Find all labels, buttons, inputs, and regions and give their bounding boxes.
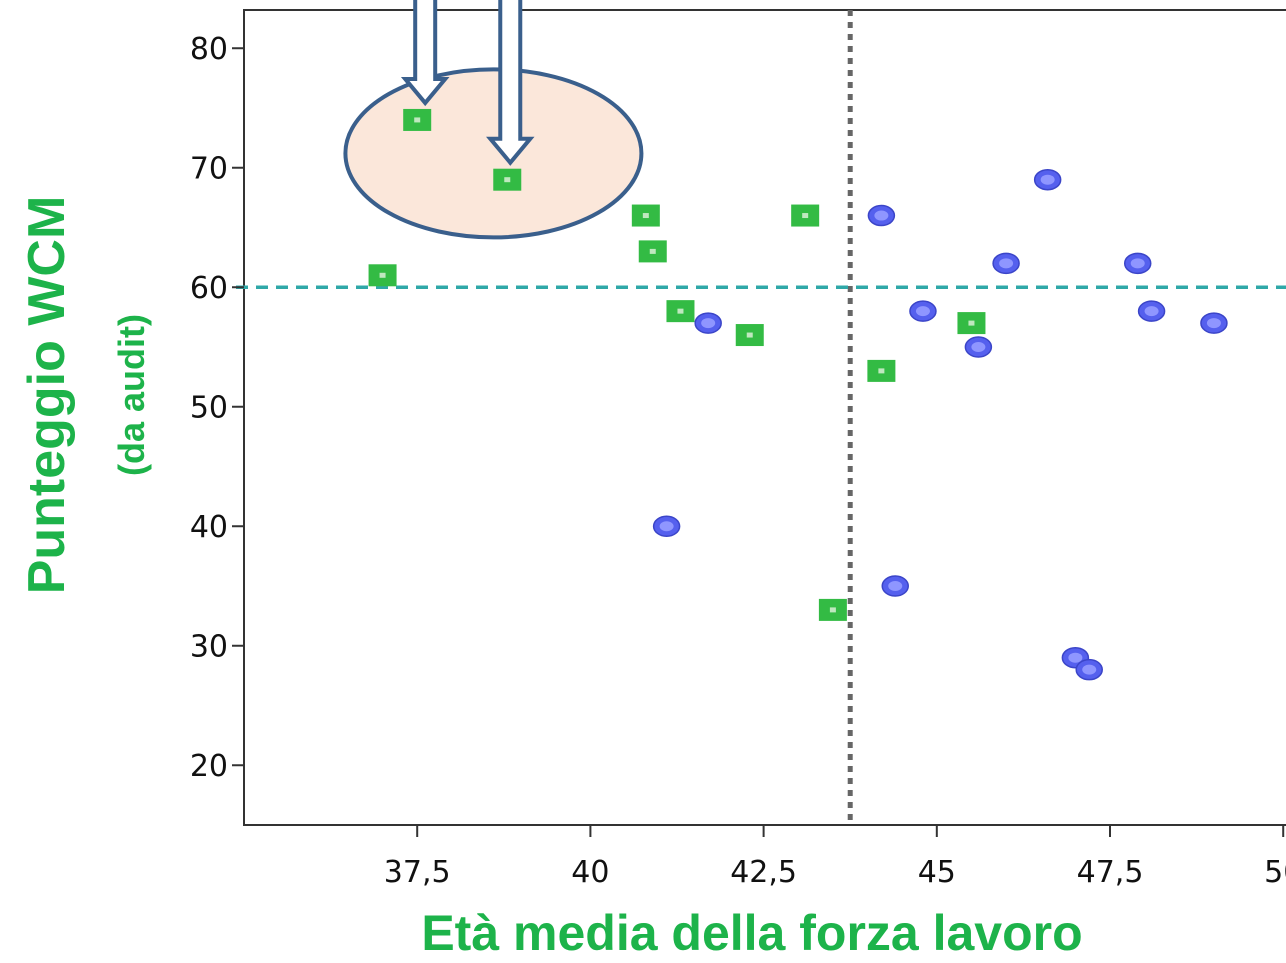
square-point-center — [677, 309, 683, 314]
pointer-arrow — [405, 0, 445, 103]
y-axis: 20 30 40 50 60 70 80 — [190, 32, 244, 784]
square-point-center — [414, 117, 420, 122]
x-tick-label: 45 — [918, 855, 956, 890]
highlight-ellipse — [345, 69, 641, 237]
square-point-center — [878, 368, 884, 373]
circle-point-center — [1041, 175, 1055, 185]
circle-point-center — [874, 211, 888, 221]
x-tick-label: 47,5 — [1077, 855, 1144, 890]
circle-point-center — [1068, 653, 1082, 663]
square-point-center — [802, 213, 808, 218]
y-tick-label: 30 — [190, 630, 228, 665]
y-axis-subtitle: (da audit) — [111, 314, 152, 476]
square-point-center — [747, 333, 753, 338]
circle-point-center — [660, 521, 674, 531]
circle-point-center — [916, 306, 930, 316]
square-point-center — [650, 249, 656, 254]
y-tick-label: 50 — [190, 391, 228, 426]
square-point-center — [830, 607, 836, 612]
x-axis: 37,5 40 42,5 45 47,5 50 — [384, 825, 1286, 890]
y-tick-label: 60 — [190, 271, 228, 306]
square-point-center — [504, 177, 510, 182]
y-tick-label: 70 — [190, 152, 228, 187]
circle-point-center — [1207, 318, 1221, 328]
x-tick-label: 50 — [1264, 855, 1286, 890]
x-tick-label: 37,5 — [384, 855, 451, 890]
circle-point-center — [888, 581, 902, 591]
x-tick-label: 40 — [571, 855, 609, 890]
square-point-center — [968, 321, 974, 326]
y-axis-title: Punteggio WCM — [18, 196, 76, 595]
circle-point-center — [1131, 258, 1145, 268]
square-point-center — [643, 213, 649, 218]
circle-point-center — [999, 258, 1013, 268]
circle-point-center — [1082, 665, 1096, 675]
circle-point-center — [971, 342, 985, 352]
circle-point-center — [1145, 306, 1159, 316]
y-tick-label: 40 — [190, 510, 228, 545]
square-point-center — [380, 273, 386, 278]
highlight-layer — [345, 69, 641, 237]
y-tick-label: 20 — [190, 749, 228, 784]
x-axis-title: Età media della forza lavoro — [421, 905, 1082, 961]
circle-point-center — [701, 318, 715, 328]
y-tick-label: 80 — [190, 32, 228, 67]
x-tick-label: 42,5 — [730, 855, 797, 890]
